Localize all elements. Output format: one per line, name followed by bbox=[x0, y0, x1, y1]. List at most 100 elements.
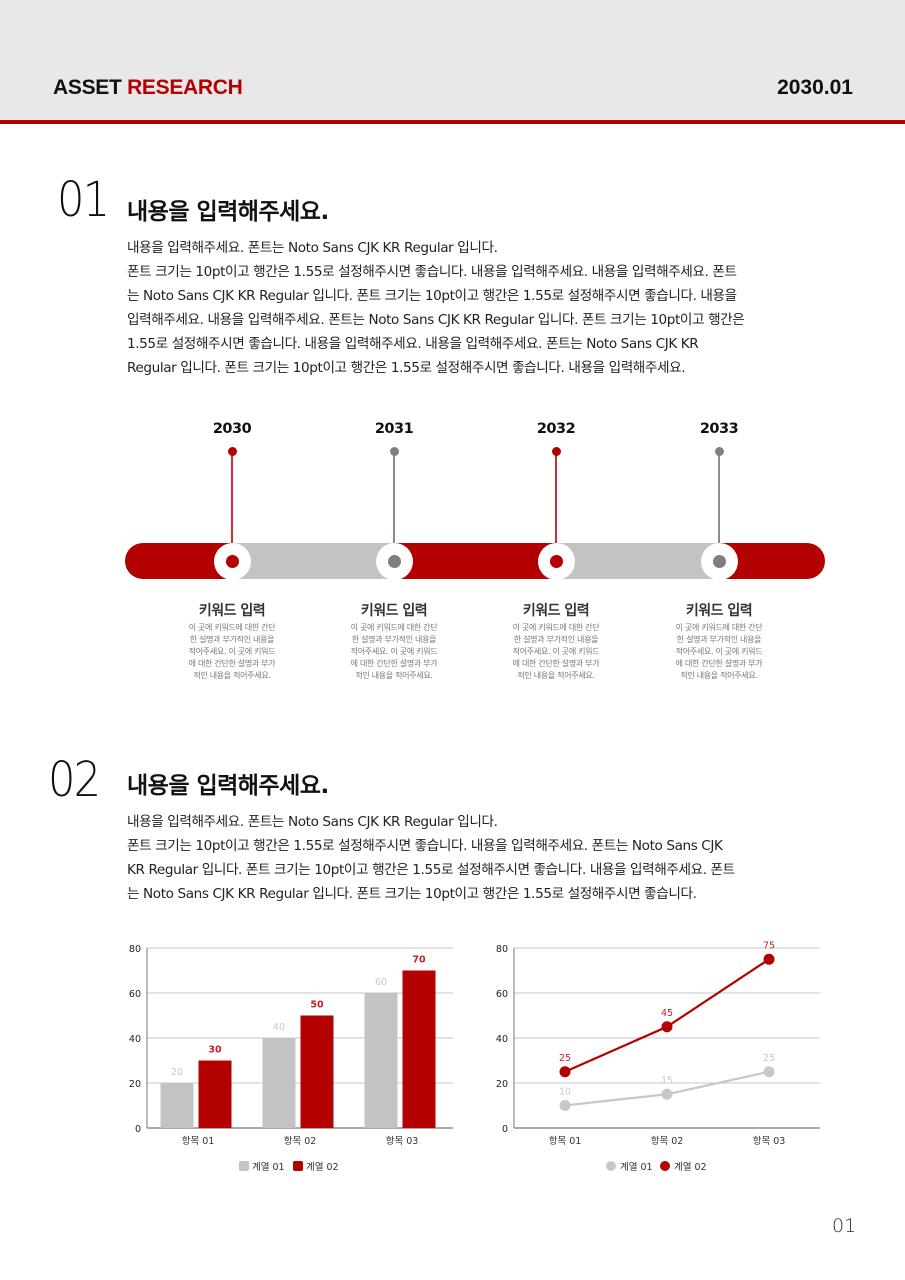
data-label: 45 bbox=[661, 1008, 673, 1019]
timeline-bar-segment bbox=[556, 543, 719, 579]
data-label: 20 bbox=[171, 1067, 183, 1078]
data-label: 70 bbox=[412, 955, 426, 966]
y-tick-label: 40 bbox=[129, 1034, 141, 1045]
desc-line: 적어주세요. 이 곳에 키워드 bbox=[188, 647, 276, 656]
y-tick-label: 40 bbox=[496, 1034, 508, 1045]
legend-swatch-icon bbox=[293, 1161, 303, 1171]
desc-line: 에 대한 간단한 설명과 부가 bbox=[350, 659, 438, 668]
data-point-icon bbox=[763, 953, 775, 965]
line-chart-svg: 0 20 40 60 80 항목 01 항목 02 항목 03 10 15 25 25 45 75 계열 0… bbox=[496, 940, 820, 1173]
desc-line: 이 곳에 키워드에 대한 간단 bbox=[512, 623, 600, 632]
x-tick-label: 항목 02 bbox=[284, 1136, 317, 1147]
timeline-stem bbox=[555, 451, 557, 561]
data-label: 25 bbox=[559, 1053, 571, 1064]
bar bbox=[300, 1015, 334, 1128]
data-label: 50 bbox=[310, 1000, 324, 1011]
section-title: 내용을 입력해주세요. bbox=[127, 199, 329, 225]
y-tick-label: 20 bbox=[129, 1079, 141, 1090]
timeline-stem bbox=[393, 451, 395, 561]
header-date: 2030.01 bbox=[777, 76, 853, 99]
timeline-year: 2030 bbox=[212, 421, 252, 437]
keyword-title: 키워드 입력 bbox=[685, 603, 753, 619]
paragraph-line: 폰트 크기는 10pt이고 행간은 1.55로 설정해주시면 좋습니다. 내용을… bbox=[127, 264, 737, 280]
line-chart: 0 20 40 60 80 항목 01 항목 02 항목 03 10 15 25 25 45 75 계열 0… bbox=[482, 935, 832, 1180]
x-tick-label: 항목 03 bbox=[753, 1136, 786, 1147]
timeline-node bbox=[375, 543, 413, 580]
desc-line: 적인 내용을 적어주세요. bbox=[517, 671, 595, 680]
bar-chart-svg: 0 20 40 60 80 항목 01 20 30 항목 02 40 50 항목 03 60 70 계열 0… bbox=[129, 944, 453, 1173]
section-number: 02 bbox=[48, 752, 101, 808]
paragraph-line: 내용을 입력해주세요. 폰트는 Noto Sans CJK KR Regular… bbox=[127, 814, 498, 830]
paragraph-line: 는 Noto Sans CJK KR Regular 입니다. 폰트 크기는 1… bbox=[127, 886, 697, 902]
y-tick-label: 60 bbox=[496, 989, 508, 1000]
paragraph-line: 내용을 입력해주세요. 폰트는 Noto Sans CJK KR Regular… bbox=[127, 240, 498, 256]
timeline-node-dot-icon bbox=[387, 555, 401, 568]
legend-label: 계열 02 bbox=[306, 1161, 339, 1173]
timeline-stem bbox=[718, 451, 720, 561]
timeline-node bbox=[700, 543, 738, 580]
brand-part1: ASSET bbox=[53, 76, 122, 99]
keyword-description: 이 곳에 키워드에 대한 간단 한 설명과 부가적인 내용을 적어주세요. 이 … bbox=[659, 622, 779, 682]
paragraph-line: 폰트 크기는 10pt이고 행간은 1.55로 설정해주시면 좋습니다. 내용을… bbox=[127, 838, 723, 854]
timeline-keyword: 키워드 입력 이 곳에 키워드에 대한 간단 한 설명과 부가적인 내용을 적어… bbox=[496, 600, 616, 682]
timeline-node-dot-icon bbox=[225, 555, 239, 568]
section-number: 01 bbox=[57, 172, 110, 228]
timeline-bar-segment bbox=[232, 543, 394, 579]
timeline-stem bbox=[231, 451, 233, 561]
header-divider bbox=[0, 120, 905, 124]
section-title: 내용을 입력해주세요. bbox=[127, 773, 329, 799]
paragraph-line: 입력해주세요. 내용을 입력해주세요. 폰트는 Noto Sans CJK KR… bbox=[127, 312, 745, 328]
timeline-dot-icon bbox=[389, 447, 399, 456]
desc-line: 적인 내용을 적어주세요. bbox=[680, 671, 758, 680]
timeline-node bbox=[213, 543, 251, 580]
timeline-keyword: 키워드 입력 이 곳에 키워드에 대한 간단 한 설명과 부가적인 내용을 적어… bbox=[659, 600, 779, 682]
data-label: 30 bbox=[208, 1045, 222, 1056]
x-tick-label: 항목 01 bbox=[549, 1136, 582, 1147]
legend-label: 계열 01 bbox=[620, 1161, 653, 1173]
x-tick-label: 항목 02 bbox=[651, 1136, 684, 1147]
paragraph-line: KR Regular 입니다. 폰트 크기는 10pt이고 행간은 1.55로 … bbox=[127, 862, 735, 878]
paragraph-line: Regular 입니다. 폰트 크기는 10pt이고 행간은 1.55로 설정해… bbox=[127, 360, 686, 376]
keyword-description: 이 곳에 키워드에 대한 간단 한 설명과 부가적인 내용을 적어주세요. 이 … bbox=[334, 622, 454, 682]
bar bbox=[160, 1083, 194, 1128]
page-header: ASSET RESEARCH 2030.01 bbox=[0, 0, 905, 120]
paragraph-line: 1.55로 설정해주시면 좋습니다. 내용을 입력해주세요. 내용을 입력해주세… bbox=[127, 336, 699, 352]
y-tick-label: 0 bbox=[502, 1124, 508, 1135]
y-tick-label: 80 bbox=[129, 944, 141, 955]
timeline-bar-segment bbox=[394, 543, 556, 579]
desc-line: 에 대한 간단한 설명과 부가 bbox=[188, 659, 276, 668]
timeline-dot-icon bbox=[551, 447, 561, 456]
desc-line: 에 대한 간단한 설명과 부가 bbox=[675, 659, 763, 668]
brand-part2: RESEARCH bbox=[127, 76, 243, 99]
desc-line: 적인 내용을 적어주세요. bbox=[355, 671, 433, 680]
desc-line: 에 대한 간단한 설명과 부가 bbox=[512, 659, 600, 668]
data-label: 25 bbox=[763, 1053, 775, 1064]
brand-logo: ASSET RESEARCH bbox=[53, 76, 243, 100]
desc-line: 적어주세요. 이 곳에 키워드 bbox=[350, 647, 438, 656]
desc-line: 적인 내용을 적어주세요. bbox=[193, 671, 271, 680]
keyword-title: 키워드 입력 bbox=[360, 603, 428, 619]
keyword-description: 이 곳에 키워드에 대한 간단 한 설명과 부가적인 내용을 적어주세요. 이 … bbox=[496, 622, 616, 682]
desc-line: 이 곳에 키워드에 대한 간단 bbox=[675, 623, 763, 632]
x-tick-label: 항목 01 bbox=[182, 1136, 215, 1147]
bar bbox=[402, 970, 436, 1128]
timeline-year: 2032 bbox=[536, 421, 576, 437]
paragraph-line: 는 Noto Sans CJK KR Regular 입니다. 폰트 크기는 1… bbox=[127, 288, 737, 304]
legend-marker-icon bbox=[606, 1161, 616, 1171]
timeline-keyword: 키워드 입력 이 곳에 키워드에 대한 간단 한 설명과 부가적인 내용을 적어… bbox=[334, 600, 454, 682]
desc-line: 이 곳에 키워드에 대한 간단 bbox=[188, 623, 276, 632]
data-point-icon bbox=[661, 1088, 673, 1100]
bar-chart: 0 20 40 60 80 항목 01 20 30 항목 02 40 50 항목 03 60 70 계열 0… bbox=[115, 935, 465, 1180]
timeline-dot-icon bbox=[714, 447, 724, 456]
section-paragraph: 내용을 입력해주세요. 폰트는 Noto Sans CJK KR Regular… bbox=[127, 236, 827, 380]
y-tick-label: 60 bbox=[129, 989, 141, 1000]
desc-line: 한 설명과 부가적인 내용을 bbox=[676, 635, 762, 644]
data-point-icon bbox=[763, 1066, 775, 1078]
x-tick-label: 항목 03 bbox=[386, 1136, 419, 1147]
data-label: 15 bbox=[661, 1075, 673, 1086]
data-point-icon bbox=[559, 1066, 571, 1078]
keyword-description: 이 곳에 키워드에 대한 간단 한 설명과 부가적인 내용을 적어주세요. 이 … bbox=[172, 622, 292, 682]
data-label: 75 bbox=[763, 940, 775, 951]
keyword-title: 키워드 입력 bbox=[198, 603, 266, 619]
keyword-title: 키워드 입력 bbox=[522, 603, 590, 619]
